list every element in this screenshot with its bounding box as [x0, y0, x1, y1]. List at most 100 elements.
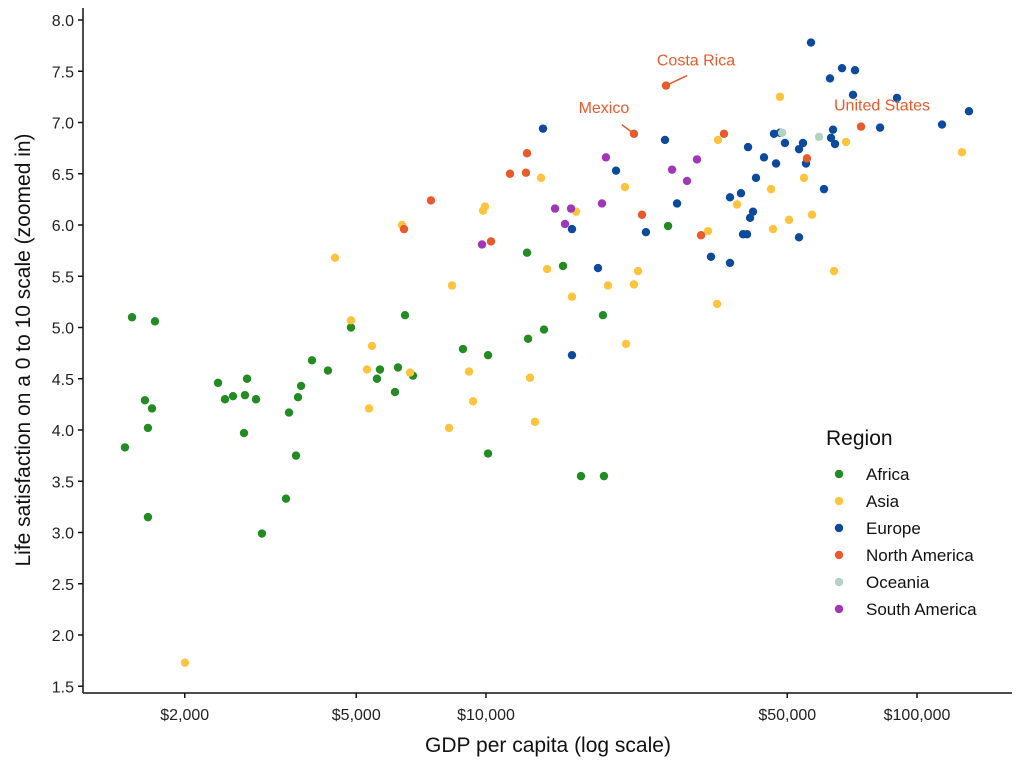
data-point	[692, 155, 702, 164]
legend-key	[834, 469, 844, 479]
data-point	[599, 471, 609, 481]
data-point	[477, 240, 487, 249]
data-point	[597, 199, 607, 208]
annotation-label: Costa Rica	[657, 53, 735, 70]
data-point	[713, 135, 723, 145]
y-tick-label: 7.0	[52, 116, 74, 133]
y-tick-label: 1.5	[52, 679, 74, 696]
legend-key	[834, 550, 844, 560]
data-point	[736, 189, 746, 198]
data-point	[777, 128, 787, 137]
data-point	[291, 451, 301, 460]
data-point	[307, 356, 317, 365]
data-point	[147, 404, 157, 413]
data-point	[848, 90, 858, 100]
data-point	[825, 74, 835, 83]
data-point	[522, 248, 532, 257]
data-point	[682, 176, 692, 186]
legend-key	[834, 577, 844, 587]
data-point	[538, 124, 548, 133]
data-point	[802, 154, 812, 163]
data-point	[399, 224, 409, 234]
data-point	[542, 264, 552, 274]
data-point	[807, 210, 817, 219]
data-point	[284, 408, 294, 417]
data-point	[892, 93, 902, 103]
data-point	[530, 417, 540, 426]
data-point	[346, 323, 356, 332]
data-point	[743, 142, 753, 152]
data-point	[251, 395, 261, 404]
data-point	[140, 396, 150, 405]
y-tick-label: 4.5	[52, 372, 74, 389]
data-point	[127, 313, 137, 322]
data-point	[828, 125, 838, 134]
data-point	[522, 149, 532, 158]
legend-key	[834, 496, 844, 506]
annotation-label: Mexico	[579, 100, 630, 117]
data-point	[875, 123, 885, 132]
data-point	[819, 184, 829, 194]
data-point	[257, 529, 267, 538]
data-point	[964, 107, 974, 116]
data-point	[458, 344, 468, 354]
data-point	[696, 231, 706, 240]
points-layer	[120, 38, 974, 667]
data-point	[521, 168, 531, 177]
data-point	[598, 311, 608, 320]
data-point	[766, 184, 776, 194]
data-point	[620, 182, 630, 192]
data-point	[641, 227, 651, 237]
data-point	[483, 350, 493, 360]
series-north-america	[399, 81, 866, 246]
data-point	[240, 390, 250, 400]
data-point	[293, 393, 303, 402]
data-point	[281, 494, 291, 503]
data-point	[780, 138, 790, 148]
data-point	[505, 169, 515, 178]
data-point	[405, 368, 415, 377]
data-point	[523, 334, 533, 343]
y-tick-label: 3.0	[52, 526, 74, 543]
x-ticks: $2,000 $5,000 $10,000 $50,000 $100,000	[160, 693, 950, 724]
data-point	[447, 281, 457, 290]
data-point	[330, 253, 340, 262]
legend-label: Asia	[866, 492, 900, 511]
data-point	[829, 266, 839, 276]
data-point	[759, 153, 769, 162]
y-ticks: 1.5 2.0 2.5 3.0 3.5 4.0 4.5 5.0 5.5 6.0 6.5 7.0 7.5 8…	[52, 13, 83, 696]
data-point	[400, 311, 410, 320]
data-point	[486, 237, 496, 246]
data-point	[464, 367, 474, 376]
data-point	[957, 148, 967, 157]
data-point	[725, 258, 735, 268]
data-point	[663, 221, 673, 231]
data-point	[296, 381, 306, 391]
x-tick-label: $100,000	[884, 707, 951, 724]
data-point	[660, 135, 670, 145]
data-point	[539, 325, 549, 334]
data-point	[567, 350, 577, 360]
y-tick-label: 2.0	[52, 628, 74, 645]
annotation-label: United States	[834, 98, 930, 115]
data-point	[372, 374, 382, 383]
x-tick-label: $5,000	[332, 707, 381, 724]
series-asia	[180, 92, 967, 667]
y-tick-label: 5.5	[52, 269, 74, 286]
data-point	[745, 213, 755, 223]
data-point	[794, 233, 804, 242]
data-point	[550, 204, 560, 213]
data-point	[239, 428, 249, 438]
data-point	[426, 196, 436, 205]
data-point	[937, 120, 947, 129]
data-point	[794, 144, 804, 154]
x-tick-label: $50,000	[758, 707, 816, 724]
data-point	[180, 658, 190, 667]
legend-title: Region	[826, 427, 893, 450]
data-point	[364, 404, 374, 413]
data-point	[629, 280, 639, 289]
annotations-layer: Costa Rica Mexico United States	[579, 53, 930, 135]
data-point	[478, 206, 488, 215]
y-tick-label: 4.0	[52, 423, 74, 440]
